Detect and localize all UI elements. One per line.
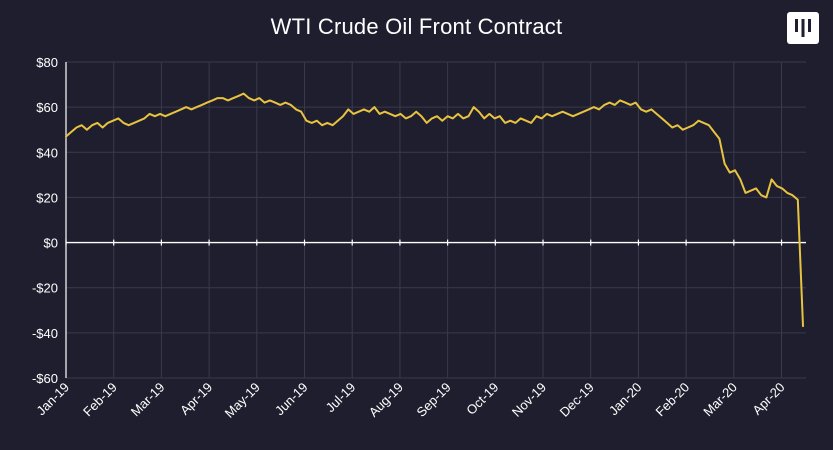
logo-glyph xyxy=(795,19,811,37)
y-tick-label: $40 xyxy=(36,145,58,160)
x-tick-label: Mar-19 xyxy=(128,380,168,420)
y-tick-label: -$20 xyxy=(32,281,58,296)
pitchbook-logo-icon xyxy=(787,12,819,44)
x-tick-label: Aug-19 xyxy=(366,380,406,420)
x-tick-label: Apr-19 xyxy=(177,380,215,418)
x-tick-label: Dec-19 xyxy=(557,380,597,420)
y-tick-label: -$40 xyxy=(32,326,58,341)
y-tick-label: -$60 xyxy=(32,371,58,386)
y-tick-label: $60 xyxy=(36,100,58,115)
x-tick-label: Nov-19 xyxy=(509,380,549,420)
x-tick-label: Feb-20 xyxy=(653,380,693,420)
x-tick-label: Feb-19 xyxy=(80,380,120,420)
grid-lines xyxy=(65,61,806,379)
x-tick-label: Sep-19 xyxy=(413,380,453,420)
x-tick-label: Jun-19 xyxy=(272,380,311,419)
y-tick-label: $0 xyxy=(44,236,58,251)
x-tick-label: May-19 xyxy=(222,380,263,421)
y-axis-ticks: $80 $60 $40 $20 $0 -$20 -$40 -$60 xyxy=(32,55,58,386)
zero-axis xyxy=(65,62,806,378)
x-axis-ticks: Jan-19 Feb-19 Mar-19 Apr-19 May-19 Jun-19 Jul-… xyxy=(33,380,787,421)
y-tick-label: $20 xyxy=(36,190,58,205)
series-line-wti xyxy=(65,92,804,328)
x-tick-label: Jul-19 xyxy=(323,380,359,416)
y-tick-label: $80 xyxy=(36,55,58,70)
x-tick-label: Jan-20 xyxy=(606,380,645,419)
chart-title: WTI Crude Oil Front Contract xyxy=(270,14,563,39)
x-tick-label: Mar-20 xyxy=(700,380,740,420)
x-tick-label: Oct-19 xyxy=(463,380,501,418)
series-layer xyxy=(65,92,804,328)
x-tick-label: Apr-20 xyxy=(749,380,787,418)
